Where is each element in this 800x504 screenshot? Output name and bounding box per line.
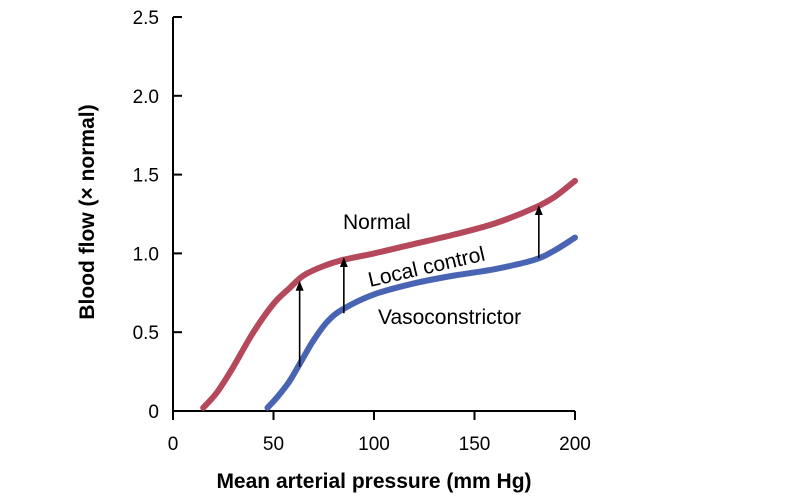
y-tick-label: 0.5 [133, 323, 159, 344]
normal-label: Normal [343, 211, 411, 234]
y-tick-label: 1.5 [133, 166, 159, 187]
y-tick-label: 2.0 [133, 87, 159, 108]
x-axis-title: Mean arterial pressure (mm Hg) [216, 470, 531, 493]
axes: 0 0.5 1.0 1.5 2.0 2.5 0 50 100 150 200 [133, 8, 591, 455]
series-layer [200, 177, 578, 411]
x-tick-label: 0 [168, 434, 179, 455]
x-tick-label: 100 [358, 434, 390, 455]
vasoconstrictor-curve [264, 234, 578, 411]
y-tick-label: 0 [148, 402, 159, 423]
x-tick-label: 150 [459, 434, 491, 455]
x-tick-label: 200 [559, 434, 591, 455]
y-tick-label: 1.0 [133, 244, 159, 265]
y-tick-label: 2.5 [133, 8, 159, 29]
x-tick-label: 50 [263, 434, 284, 455]
y-axis-title: Blood flow (× normal) [76, 104, 99, 319]
normal-curve [200, 177, 578, 411]
vasoconstrictor-label: Vasoconstrictor [378, 306, 521, 329]
local-control-arrows [295, 205, 543, 367]
